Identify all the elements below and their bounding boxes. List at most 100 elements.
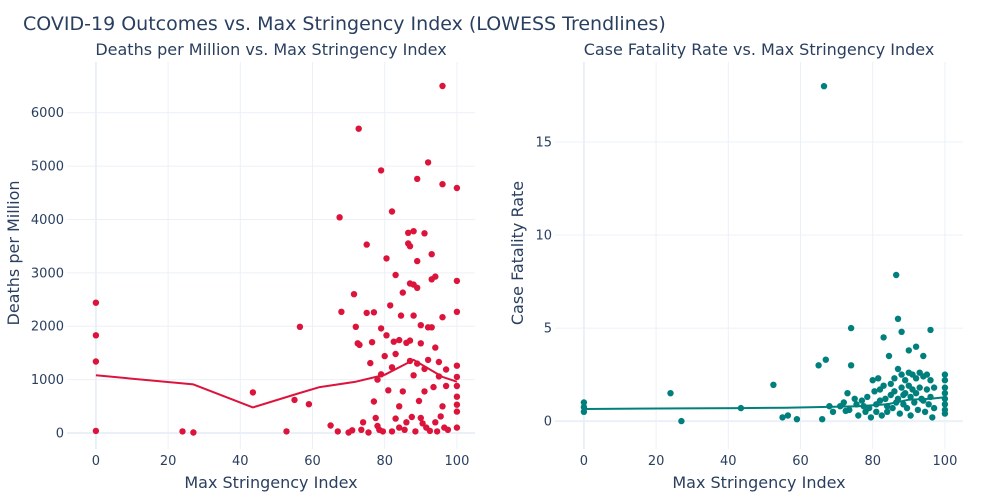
cfr-data-point bbox=[894, 395, 902, 402]
deaths-x-tick-label: 80 bbox=[376, 454, 393, 469]
deaths-data-point bbox=[439, 181, 446, 188]
deaths-data-point bbox=[417, 414, 424, 422]
cfr-data-point bbox=[898, 384, 905, 391]
deaths-data-point bbox=[305, 401, 313, 408]
deaths-data-point bbox=[377, 371, 385, 378]
deaths-data-point bbox=[388, 428, 396, 435]
cfr-data-point bbox=[867, 414, 875, 421]
deaths-data-point bbox=[190, 429, 197, 436]
deaths-data-point bbox=[92, 332, 100, 339]
deaths-panel: Deaths per Million vs. Max Stringency In… bbox=[4, 40, 475, 492]
deaths-x-axis-title: Max Stringency Index bbox=[184, 473, 357, 492]
deaths-y-tick-label: 6000 bbox=[31, 106, 64, 121]
deaths-data-point bbox=[412, 428, 419, 435]
deaths-data-point bbox=[414, 284, 421, 291]
cfr-data-point bbox=[894, 365, 902, 373]
deaths-data-point bbox=[370, 309, 378, 316]
cfr-data-point bbox=[905, 347, 912, 354]
cfr-data-point bbox=[844, 390, 851, 397]
deaths-data-point bbox=[296, 323, 304, 330]
figure-title: COVID-19 Outcomes vs. Max Stringency Ind… bbox=[23, 13, 666, 35]
deaths-trend bbox=[95, 358, 458, 409]
deaths-data-point bbox=[430, 383, 437, 391]
cfr-data-point bbox=[923, 386, 931, 393]
deaths-data-point bbox=[359, 419, 367, 426]
cfr-data-point bbox=[820, 83, 828, 90]
deaths-data-point bbox=[453, 382, 461, 390]
deaths-data-point bbox=[338, 308, 345, 315]
deaths-lowess-trendline bbox=[95, 358, 458, 409]
deaths-data-point bbox=[424, 159, 432, 166]
cfr-data-point bbox=[851, 395, 858, 402]
cfr-data-point bbox=[927, 377, 934, 384]
cfr-data-point bbox=[927, 393, 934, 401]
deaths-panel-title: Deaths per Million vs. Max Stringency In… bbox=[95, 40, 446, 59]
deaths-y-tick-label: 4000 bbox=[31, 213, 64, 228]
deaths-grid bbox=[67, 62, 475, 449]
deaths-data-point bbox=[439, 82, 446, 90]
cfr-data-point bbox=[853, 401, 860, 408]
deaths-data-point bbox=[381, 352, 388, 360]
deaths-data-point bbox=[388, 208, 396, 215]
deaths-data-point bbox=[401, 426, 408, 433]
deaths-data-point bbox=[406, 337, 414, 344]
cfr-data-point bbox=[880, 334, 887, 341]
deaths-data-point bbox=[414, 257, 421, 265]
deaths-data-point bbox=[363, 309, 370, 317]
deaths-data-point bbox=[392, 415, 399, 422]
deaths-data-point bbox=[406, 243, 414, 250]
deaths-data-point bbox=[408, 413, 415, 421]
cfr-data-point bbox=[894, 315, 902, 322]
cfr-data-point bbox=[941, 384, 949, 391]
cfr-data-point bbox=[779, 414, 786, 421]
cfr-data-point bbox=[737, 404, 745, 412]
cfr-data-point bbox=[930, 404, 938, 412]
deaths-data-point bbox=[453, 401, 461, 408]
cfr-x-axis-title: Max Stringency Index bbox=[672, 473, 845, 492]
cfr-data-point bbox=[914, 406, 922, 414]
cfr-y-tick-label: 15 bbox=[535, 136, 552, 151]
deaths-data-point bbox=[406, 357, 414, 365]
cfr-panel: Case Fatality Rate vs. Max Stringency In… bbox=[508, 40, 963, 492]
deaths-data-point bbox=[377, 325, 385, 332]
cfr-data-point bbox=[907, 393, 914, 401]
deaths-data-point bbox=[428, 324, 435, 331]
deaths-data-point bbox=[453, 277, 461, 285]
cfr-x-tick-label: 60 bbox=[792, 454, 809, 469]
deaths-data-point bbox=[350, 291, 358, 298]
cfr-data-point bbox=[898, 371, 905, 378]
deaths-data-point bbox=[179, 428, 186, 435]
deaths-data-point bbox=[372, 414, 379, 422]
cfr-data-point bbox=[896, 410, 903, 417]
cfr-data-point bbox=[902, 390, 909, 397]
deaths-data-point bbox=[405, 229, 412, 236]
deaths-y-tick-label: 3000 bbox=[31, 266, 64, 281]
cfr-data-point bbox=[871, 388, 878, 395]
deaths-data-point bbox=[92, 299, 100, 306]
cfr-data-point bbox=[912, 343, 920, 350]
cfr-data-point bbox=[923, 371, 931, 378]
cfr-data-point bbox=[667, 390, 674, 397]
cfr-x-tick-label: 20 bbox=[648, 454, 665, 469]
deaths-y-tick-label: 2000 bbox=[31, 320, 64, 335]
deaths-data-point bbox=[396, 424, 403, 431]
deaths-data-point bbox=[453, 362, 461, 369]
deaths-data-point bbox=[352, 323, 359, 330]
deaths-y-tick-label: 0 bbox=[56, 426, 64, 441]
cfr-data-point bbox=[898, 328, 905, 335]
cfr-data-point bbox=[864, 393, 871, 401]
cfr-x-tick-label: 100 bbox=[933, 454, 958, 469]
cfr-data-point bbox=[893, 271, 900, 279]
deaths-data-point bbox=[392, 271, 399, 279]
cfr-y-axis-title: Case Fatality Rate bbox=[508, 181, 527, 325]
cfr-data-point bbox=[929, 414, 936, 421]
deaths-data-point bbox=[410, 372, 417, 379]
deaths-data-point bbox=[388, 364, 396, 371]
cfr-data-point bbox=[847, 324, 855, 332]
cfr-data-point bbox=[891, 375, 898, 382]
cfr-data-point bbox=[912, 375, 920, 382]
deaths-data-point bbox=[390, 338, 397, 345]
deaths-data-point bbox=[453, 393, 461, 400]
